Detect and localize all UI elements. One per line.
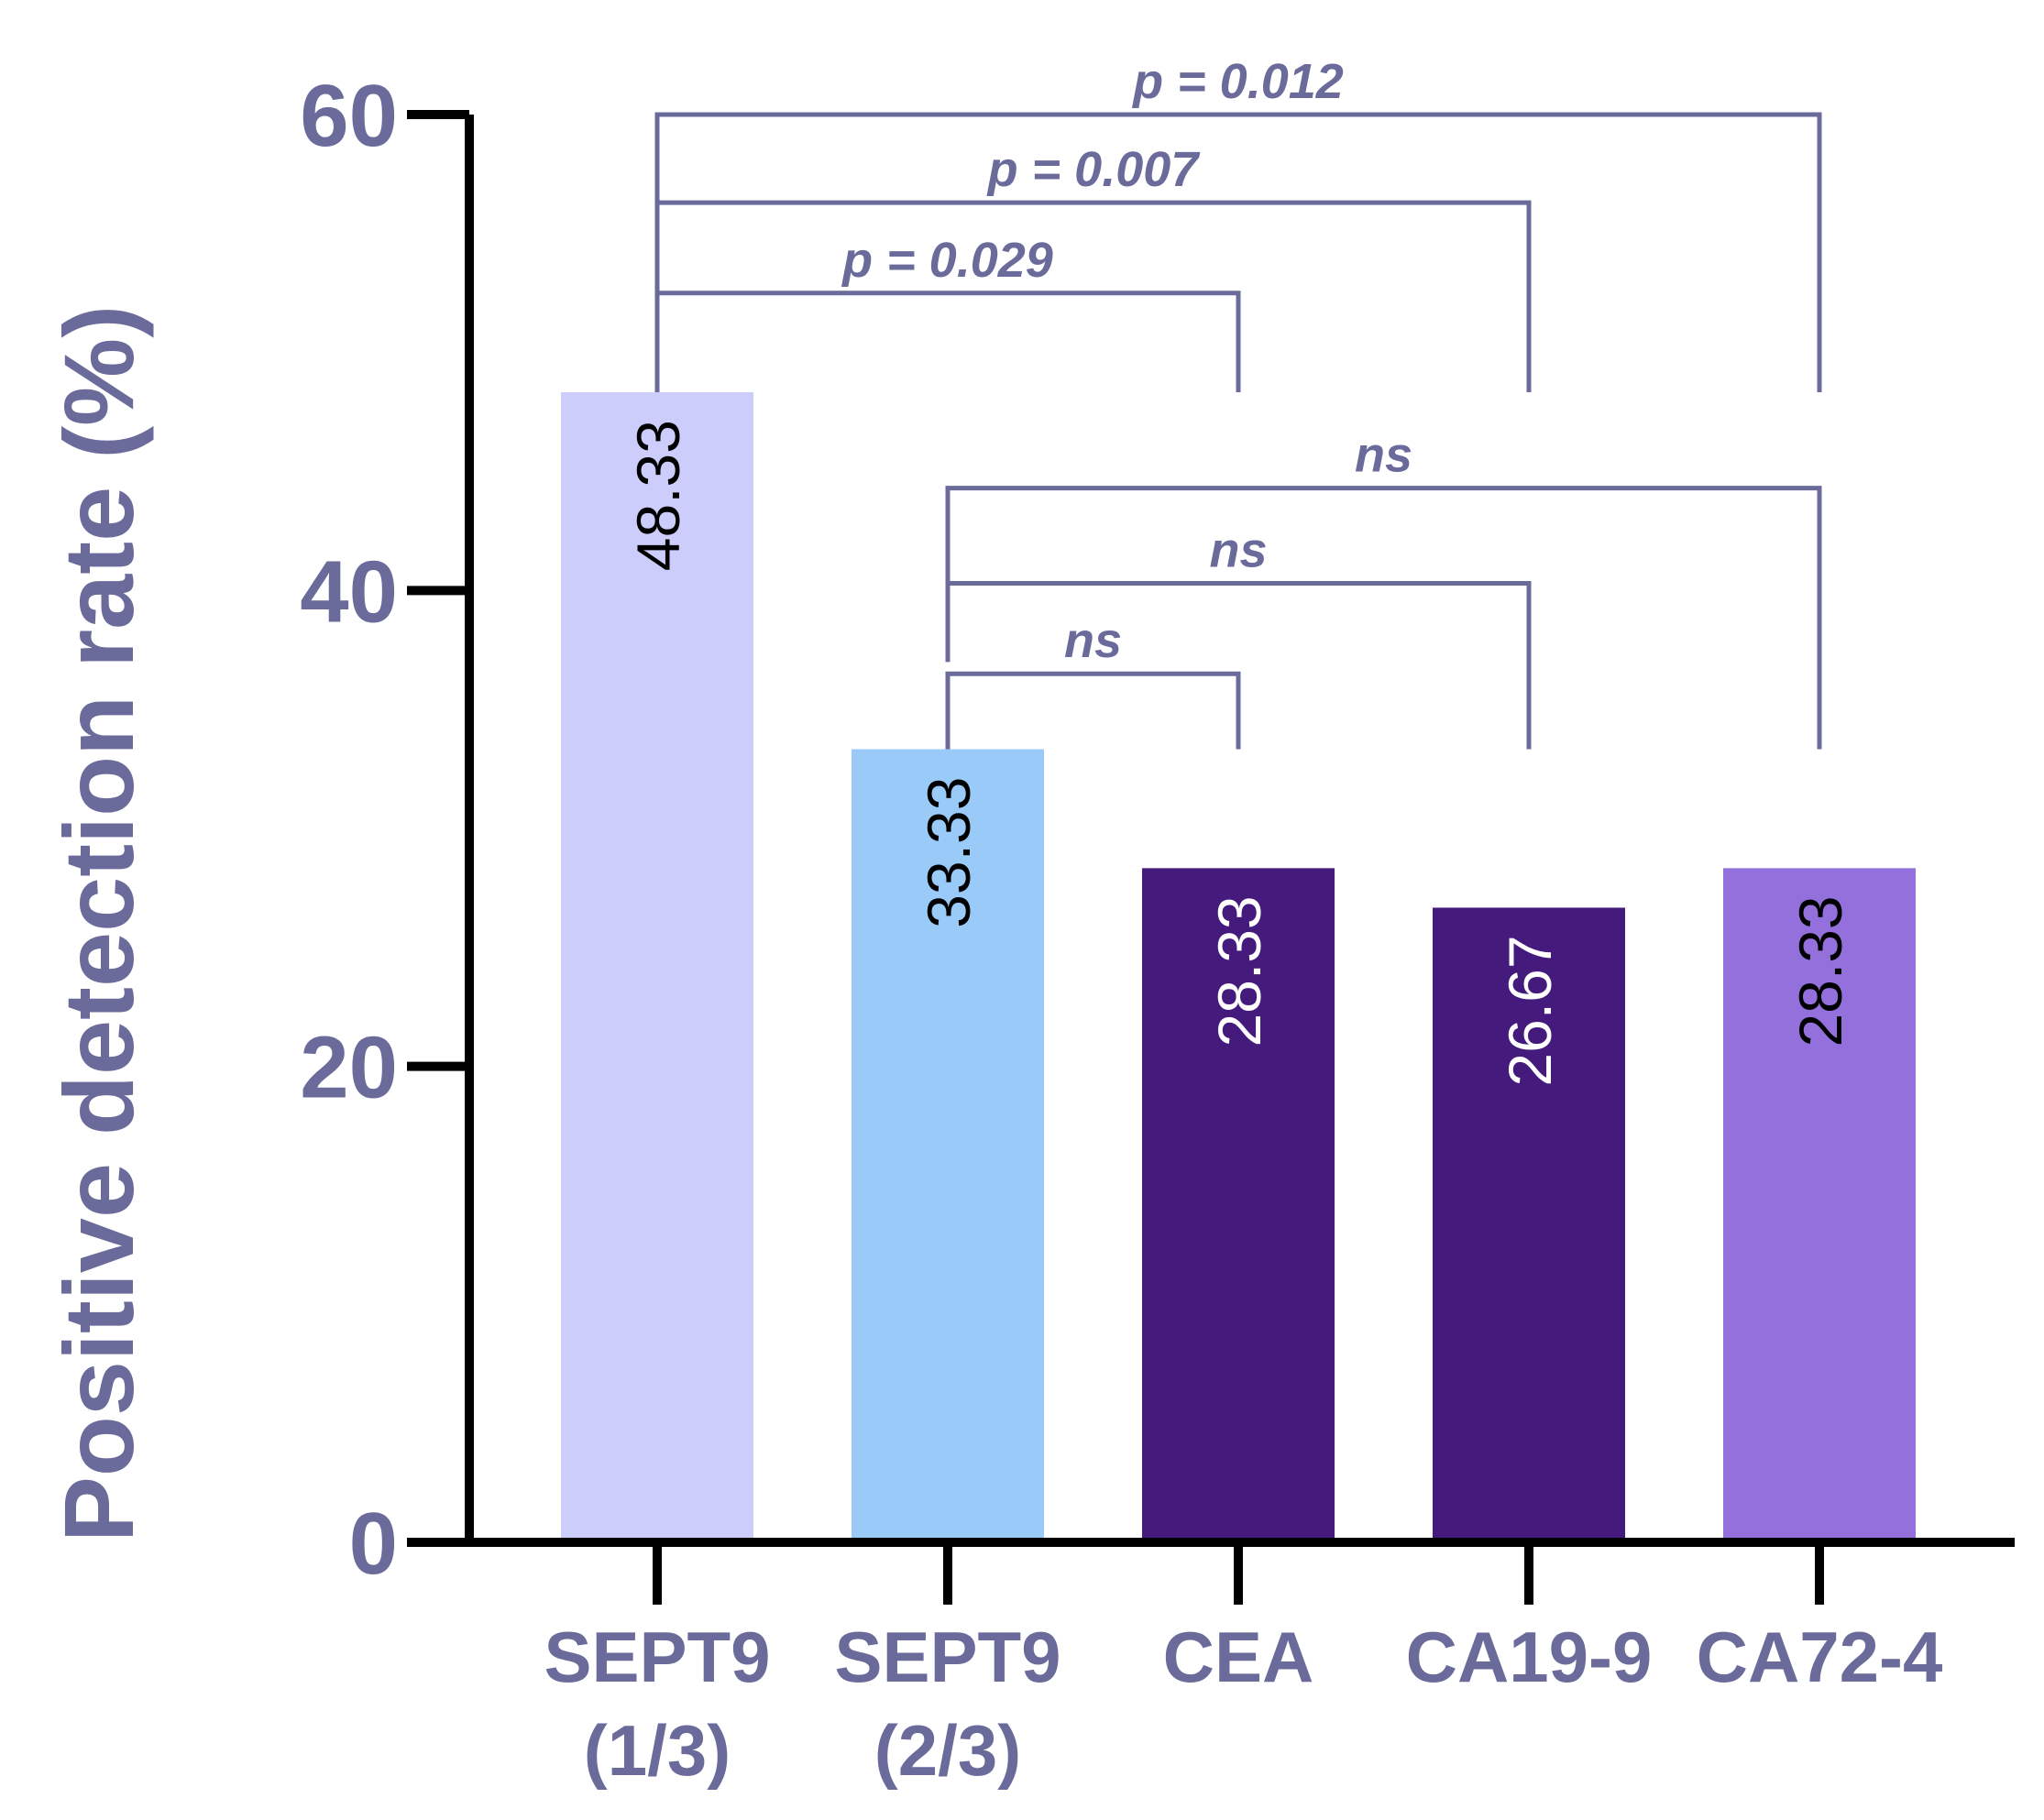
bar	[1723, 868, 1916, 1542]
significance-bracket	[654, 200, 1532, 393]
bar-value-label: 28.33	[1205, 895, 1273, 1047]
bar-value-label: 33.33	[915, 777, 983, 928]
significance-label: ns	[1064, 613, 1122, 668]
bars-group	[561, 392, 1916, 1542]
y-axis-title: Positive detection rate (%)	[43, 305, 154, 1542]
y-ticks: 0 20 40 60	[300, 67, 469, 1593]
bar	[1142, 868, 1335, 1542]
bar-value-label: 28.33	[1786, 895, 1854, 1047]
x-category-label: SEPT9	[544, 1617, 770, 1697]
significance-label: p = 0.007	[986, 142, 1202, 197]
y-tick-label: 60	[300, 67, 398, 165]
y-tick-label: 20	[300, 1019, 398, 1117]
y-tick-label: 40	[300, 543, 398, 641]
significance-label: ns	[1355, 428, 1412, 483]
x-category-label: CA19-9	[1406, 1617, 1653, 1697]
x-category-sublabel: (2/3)	[874, 1710, 1021, 1791]
bar-value-labels: 48.33 33.33 28.33 26.67 28.33	[624, 420, 1854, 1087]
x-category-label: CA72-4	[1697, 1617, 1943, 1697]
y-tick-label: 0	[349, 1495, 398, 1593]
significance-label: p = 0.029	[841, 233, 1053, 288]
significance-bracket	[945, 486, 1822, 750]
significance-bracket	[654, 291, 1241, 393]
x-category-sublabel: (1/3)	[584, 1710, 731, 1791]
bar	[561, 392, 753, 1542]
bar-value-label: 48.33	[624, 420, 692, 571]
significance-brackets: p = 0.012 p = 0.007 p = 0.029 ns ns ns	[654, 54, 1822, 750]
x-ticks: SEPT9 (1/3) SEPT9 (2/3) CEA CA19-9 CA72-4	[544, 1542, 1942, 1791]
significance-label: p = 0.012	[1131, 54, 1344, 109]
x-category-label: SEPT9	[834, 1617, 1060, 1697]
significance-bracket	[945, 671, 1241, 750]
bar	[852, 749, 1044, 1542]
significance-label: ns	[1209, 523, 1267, 578]
significance-bracket	[945, 581, 1532, 750]
bar	[1433, 907, 1625, 1542]
bar-value-label: 26.67	[1496, 935, 1564, 1086]
x-category-label: CEA	[1163, 1617, 1314, 1697]
